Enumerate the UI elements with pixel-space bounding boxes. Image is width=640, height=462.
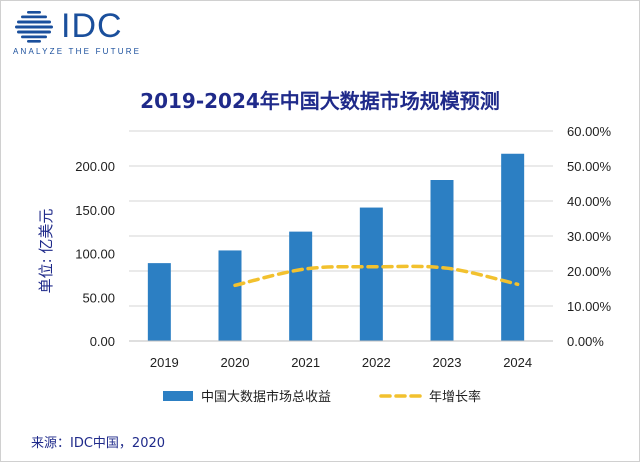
chart: 0.00 50.00 100.00 150.00 200.00 0.00% 10.00% 20… <box>37 124 612 405</box>
bar-revenue <box>147 263 171 341</box>
x-tick-label: 2020 <box>221 355 250 370</box>
legend-label-revenue: 中国大数据市场总收益 <box>201 389 331 405</box>
line-growth-rate <box>233 264 520 288</box>
y-tick-label: 100.00 <box>75 247 115 262</box>
bar-revenue <box>430 180 454 341</box>
y-tick-label: 0.00 <box>90 334 115 349</box>
globe-icon <box>15 11 53 43</box>
chart-title: 2019-2024年中国大数据市场规模预测 <box>140 89 500 113</box>
source-note: 来源：IDC中国，2020 <box>31 436 166 451</box>
y2-tick-label: 50.00% <box>567 159 612 174</box>
bar-revenue <box>501 153 525 341</box>
y-axis-title: 单位: 亿美元 <box>37 209 55 294</box>
bar-revenue <box>359 207 383 341</box>
brand-tagline: ANALYZE THE FUTURE <box>13 47 142 56</box>
brand-name: IDC <box>61 7 123 45</box>
bar-revenue <box>289 231 313 341</box>
y2-tick-label: 30.00% <box>567 229 612 244</box>
bar-revenue <box>218 250 242 341</box>
x-tick-label: 2019 <box>150 355 179 370</box>
y-tick-label: 50.00 <box>82 290 115 305</box>
legend-swatch-revenue <box>163 391 193 401</box>
y2-tick-label: 60.00% <box>567 124 612 139</box>
idc-logo: IDC ANALYZE THE FUTURE <box>13 7 153 57</box>
y2-tick-label: 20.00% <box>567 264 612 279</box>
y2-tick-label: 0.00% <box>567 334 604 349</box>
x-tick-label: 2022 <box>362 355 391 370</box>
y2-tick-label: 10.00% <box>567 299 612 314</box>
y-tick-label: 150.00 <box>75 203 115 218</box>
y2-tick-label: 40.00% <box>567 194 612 209</box>
y-tick-label: 200.00 <box>75 159 115 174</box>
x-tick-label: 2024 <box>503 355 532 370</box>
x-tick-label: 2023 <box>433 355 462 370</box>
x-tick-label: 2021 <box>291 355 320 370</box>
legend-label-growth: 年增长率 <box>429 389 481 405</box>
